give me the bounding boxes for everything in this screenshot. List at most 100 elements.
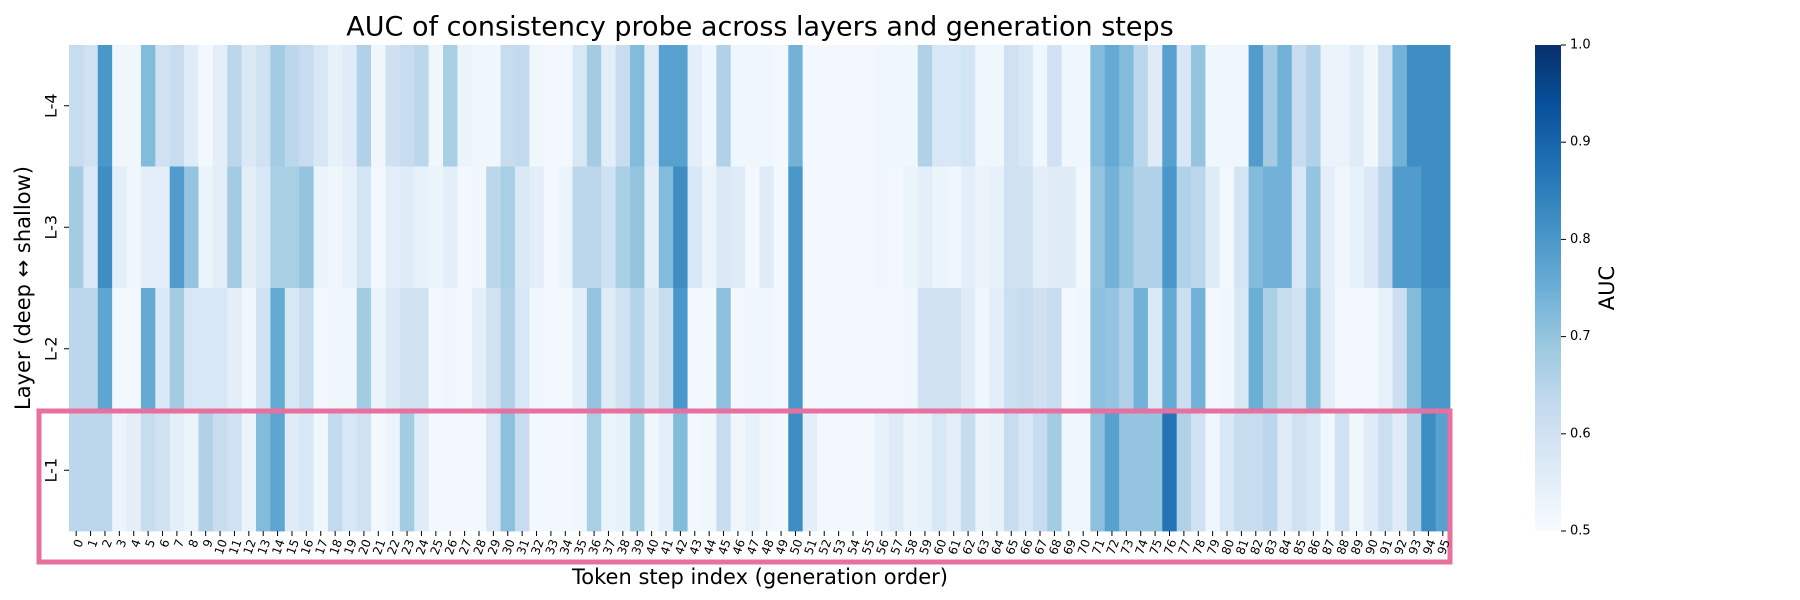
heatmap-cell bbox=[399, 409, 415, 532]
x-tick-label: 90 bbox=[1363, 537, 1381, 556]
heatmap-cell bbox=[701, 409, 717, 532]
heatmap-cell bbox=[1277, 166, 1293, 289]
x-tick-label: 41 bbox=[658, 537, 676, 556]
heatmap-cell bbox=[327, 166, 343, 289]
heatmap-cell bbox=[860, 288, 875, 410]
heatmap-cell bbox=[284, 288, 300, 410]
x-tick-label: 57 bbox=[888, 537, 906, 556]
heatmap-cell bbox=[1406, 288, 1422, 410]
heatmap-cell bbox=[845, 166, 861, 289]
heatmap-cell bbox=[1320, 409, 1336, 532]
x-tick-label: 15 bbox=[284, 537, 302, 556]
x-tick-label: 50 bbox=[787, 537, 805, 556]
x-tick-label: 67 bbox=[1032, 537, 1050, 556]
heatmap-cell bbox=[644, 45, 660, 167]
heatmap-cell bbox=[256, 45, 271, 167]
heatmap-cell bbox=[831, 409, 847, 532]
heatmap-cell bbox=[1291, 409, 1307, 532]
x-tick-label: 66 bbox=[1017, 537, 1035, 556]
heatmap-cell bbox=[486, 166, 501, 289]
heatmap-cell bbox=[572, 166, 588, 289]
heatmap-cell bbox=[1032, 409, 1048, 532]
heatmap-cell bbox=[1334, 45, 1350, 167]
x-tick-label: 23 bbox=[399, 537, 417, 556]
colorbar-tick-label: 0.7 bbox=[1570, 329, 1591, 344]
x-tick-label: 89 bbox=[1348, 537, 1366, 556]
x-tick-label: 87 bbox=[1319, 537, 1337, 556]
heatmap-cell bbox=[1090, 288, 1106, 410]
heatmap-cell bbox=[1219, 409, 1235, 532]
heatmap-cell bbox=[457, 409, 473, 532]
heatmap-cell bbox=[788, 45, 804, 167]
heatmap-cell bbox=[1205, 45, 1221, 167]
heatmap-cell bbox=[946, 166, 962, 289]
heatmap-cell bbox=[1119, 409, 1134, 532]
heatmap-cell bbox=[1191, 288, 1206, 410]
heatmap-cell bbox=[1162, 166, 1178, 289]
heatmap-cell bbox=[586, 288, 602, 410]
heatmap-cell bbox=[1104, 166, 1120, 289]
x-tick-label: 48 bbox=[758, 537, 776, 556]
heatmap-cell bbox=[443, 288, 458, 410]
x-tick-label: 13 bbox=[255, 537, 273, 556]
x-tick-label: 92 bbox=[1391, 537, 1409, 556]
heatmap-cell bbox=[1075, 409, 1091, 532]
x-tick-label: 79 bbox=[1204, 537, 1222, 556]
heatmap-cell bbox=[687, 166, 703, 289]
heatmap-cell bbox=[1349, 166, 1365, 289]
heatmap-cell bbox=[126, 288, 142, 410]
y-tick-label: L-1 bbox=[42, 458, 61, 483]
heatmap-cell bbox=[313, 288, 329, 410]
heatmap-cell bbox=[960, 288, 976, 410]
heatmap-cell bbox=[730, 45, 746, 167]
heatmap-cell bbox=[184, 45, 199, 167]
x-tick-label: 54 bbox=[845, 537, 863, 556]
heatmap-cell bbox=[428, 45, 444, 167]
heatmap-cell bbox=[960, 45, 976, 167]
heatmap-cell bbox=[1349, 288, 1365, 410]
heatmap-cell bbox=[701, 166, 717, 289]
heatmap-cell bbox=[1421, 45, 1437, 167]
heatmap-cell bbox=[1435, 166, 1451, 289]
heatmap-cell bbox=[788, 166, 804, 289]
heatmap-cell bbox=[414, 409, 430, 532]
heatmap-cell bbox=[140, 45, 156, 167]
heatmap-cell bbox=[169, 288, 185, 410]
heatmap-cell bbox=[1090, 409, 1106, 532]
x-tick-label: 55 bbox=[859, 537, 877, 556]
heatmap-cell bbox=[356, 45, 372, 167]
heatmap-cell bbox=[1306, 288, 1321, 410]
heatmap-cell bbox=[227, 409, 243, 532]
y-tick-label: L-3 bbox=[42, 215, 61, 240]
heatmap-cell bbox=[1061, 166, 1077, 289]
x-tick-label: 71 bbox=[1089, 537, 1107, 556]
heatmap-cell bbox=[745, 409, 760, 532]
heatmap-cell bbox=[126, 409, 142, 532]
heatmap-cell bbox=[860, 166, 875, 289]
heatmap-cell bbox=[845, 288, 861, 410]
heatmap-cell bbox=[572, 45, 588, 167]
heatmap-cell bbox=[802, 166, 818, 289]
heatmap-cell bbox=[514, 409, 530, 532]
heatmap-cell bbox=[1378, 166, 1393, 289]
heatmap-cell bbox=[486, 288, 501, 410]
x-tick-label: 91 bbox=[1377, 537, 1395, 556]
heatmap-cell bbox=[1248, 409, 1264, 532]
x-tick-label: 74 bbox=[1132, 537, 1150, 556]
colorbar-tick-label: 0.9 bbox=[1570, 135, 1591, 150]
x-tick-label: 81 bbox=[1233, 537, 1251, 556]
x-tick-label: 31 bbox=[514, 537, 532, 556]
heatmap-cell bbox=[572, 409, 588, 532]
heatmap-cell bbox=[428, 166, 444, 289]
heatmap-cell bbox=[1176, 45, 1192, 167]
heatmap-cell bbox=[212, 166, 228, 289]
heatmap-cell bbox=[543, 166, 559, 289]
x-axis-label: Token step index (generation order) bbox=[571, 565, 948, 589]
heatmap-cell bbox=[1075, 288, 1091, 410]
heatmap-cell bbox=[1219, 45, 1235, 167]
heatmap-cell bbox=[932, 166, 947, 289]
heatmap-cell bbox=[615, 45, 631, 167]
heatmap-cell bbox=[1004, 288, 1019, 410]
heatmap-cell bbox=[457, 288, 473, 410]
